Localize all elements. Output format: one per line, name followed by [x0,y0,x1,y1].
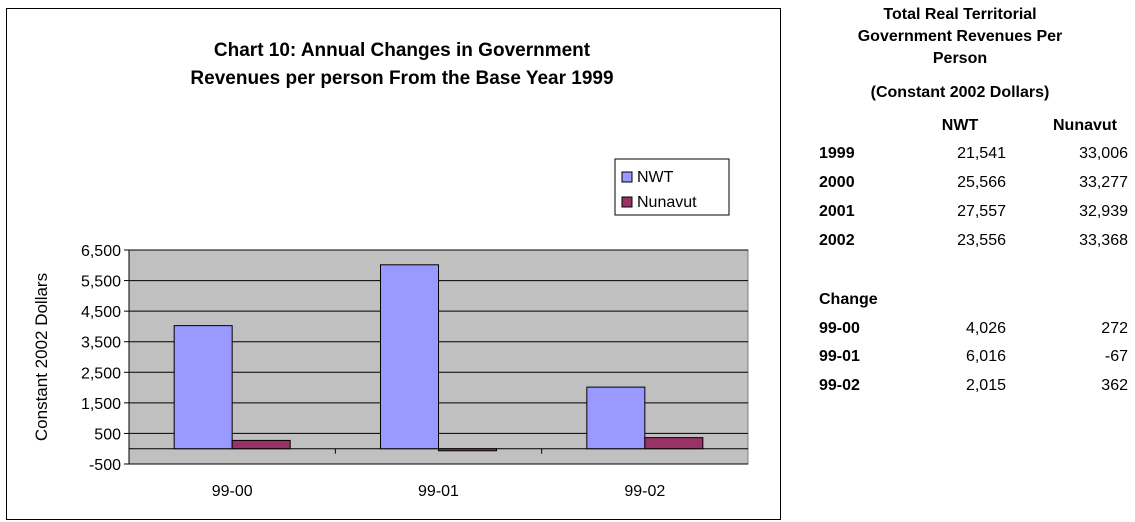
row-label: 99-02 [819,377,860,394]
y-tick-label: 4,500 [81,304,121,321]
bar-nwt-99-02 [586,386,646,450]
bar-nunavut-99-02 [644,437,704,450]
chart-title-line-2: Revenues per person From the Base Year 1… [190,68,613,89]
row-label: 2000 [819,174,855,191]
row-label: 99-00 [819,320,860,337]
chart-title-line-1: Chart 10: Annual Changes in Government [214,40,591,61]
legend-box [614,158,730,216]
bar-nunavut-99-00 [231,439,291,450]
row-nunavut: 33,006 [1079,145,1128,162]
legend-swatch-nwt [621,171,633,183]
table-title-line-1: Total Real Territorial [883,6,1037,23]
row-nwt: 25,566 [957,174,1006,191]
x-tick-label: 99-02 [624,483,665,500]
row-nwt: 6,016 [965,348,1006,365]
bar-nunavut-99-01 [438,448,497,452]
legend-label-nunavut: Nunavut [637,194,697,211]
chart-frame: Chart 10: Annual Changes in Government Re… [6,8,781,520]
row-nunavut: 33,368 [1079,232,1128,249]
y-axis-label: Constant 2002 Dollars [32,273,51,441]
bar-nwt-99-00 [173,325,233,450]
row-nunavut: 33,277 [1079,174,1128,191]
row-nunavut: 32,939 [1079,203,1128,220]
revenue-table: Total Real Territorial Government Revenu… [790,0,1135,522]
row-label: 2002 [819,232,855,249]
row-nwt: 27,557 [957,203,1006,220]
row-label: 99-01 [819,348,860,365]
table-title-line-3: Person [932,50,988,67]
row-nunavut: 272 [1101,320,1128,337]
y-tick-label: 6,500 [81,243,121,260]
y-tick-label: 2,500 [81,365,121,382]
row-nwt: 21,541 [957,145,1006,162]
y-tick-label: 1,500 [81,396,121,413]
y-tick-label: 500 [94,426,121,443]
y-tick-label: 3,500 [81,335,121,352]
x-tick-label: 99-00 [212,483,253,500]
col-header-nwt: NWT [941,117,979,134]
row-nwt: 23,556 [957,232,1006,249]
chart-svg: Chart 10: Annual Changes in Government Re… [32,40,749,500]
change-heading: Change [819,291,878,308]
legend-label-nwt: NWT [637,169,674,186]
y-tick-label: -500 [89,457,121,474]
legend: NWT Nunavut [614,158,730,216]
row-label: 2001 [819,203,855,220]
table-subtitle: (Constant 2002 Dollars) [870,84,1050,101]
row-nunavut: -67 [1104,348,1128,365]
legend-swatch-nunavut [621,196,633,208]
table-title-line-2: Government Revenues Per [857,28,1063,45]
bar-nwt-99-01 [380,264,439,450]
row-label: 1999 [819,145,855,162]
row-nwt: 2,015 [965,377,1006,394]
col-header-nunavut: Nunavut [1053,117,1117,134]
y-tick-label: 5,500 [81,274,121,291]
x-tick-label: 99-01 [418,483,459,500]
row-nunavut: 362 [1101,377,1128,394]
row-nwt: 4,026 [965,320,1006,337]
